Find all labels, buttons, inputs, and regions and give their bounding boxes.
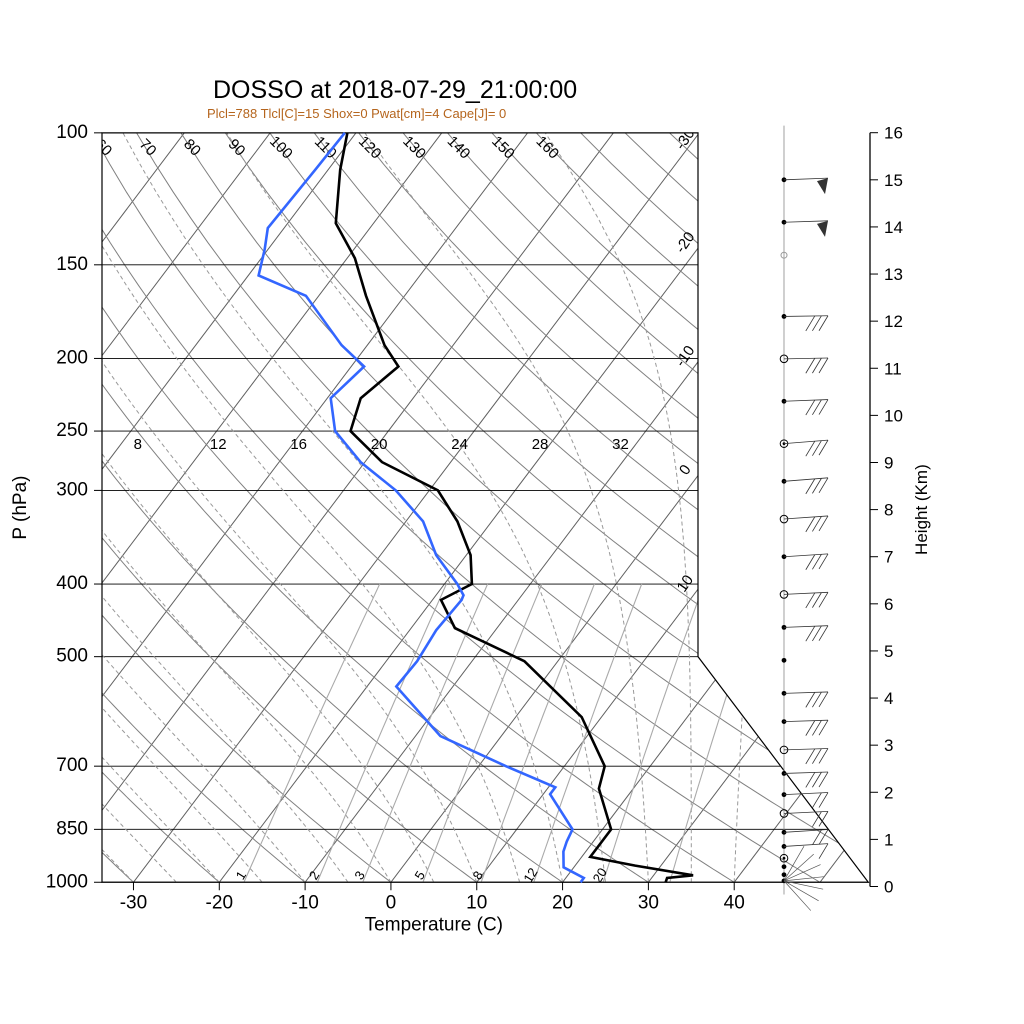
svg-text:2: 2 — [884, 783, 893, 802]
svg-text:8: 8 — [470, 868, 487, 882]
svg-text:Plcl=788 Tlcl[C]=15 Shox=0 Pwa: Plcl=788 Tlcl[C]=15 Shox=0 Pwat[cm]=4 Ca… — [207, 106, 506, 121]
svg-text:90: 90 — [225, 136, 249, 160]
svg-text:0: 0 — [386, 892, 397, 913]
svg-text:-30: -30 — [672, 126, 698, 154]
svg-text:4: 4 — [884, 689, 893, 708]
svg-text:24: 24 — [451, 436, 468, 453]
svg-text:0: 0 — [676, 462, 695, 479]
svg-text:10: 10 — [884, 406, 903, 425]
svg-text:5: 5 — [884, 642, 893, 661]
svg-text:DOSSO at 2018-07-29_21:00:00: DOSSO at 2018-07-29_21:00:00 — [213, 76, 577, 104]
svg-text:16: 16 — [290, 436, 307, 453]
svg-text:Temperature (C): Temperature (C) — [365, 914, 503, 935]
svg-text:12: 12 — [884, 312, 903, 331]
svg-text:10: 10 — [466, 892, 487, 913]
svg-text:P (hPa): P (hPa) — [10, 476, 31, 540]
svg-text:1000: 1000 — [46, 871, 88, 892]
svg-text:850: 850 — [56, 818, 88, 839]
svg-text:20: 20 — [371, 436, 388, 453]
svg-text:700: 700 — [56, 755, 88, 776]
svg-text:28: 28 — [532, 436, 549, 453]
svg-text:100: 100 — [56, 122, 88, 143]
svg-text:300: 300 — [56, 479, 88, 500]
svg-text:3: 3 — [884, 736, 893, 755]
svg-text:40: 40 — [724, 892, 745, 913]
svg-text:200: 200 — [56, 347, 88, 368]
svg-text:12: 12 — [210, 436, 227, 453]
svg-text:70: 70 — [136, 136, 160, 160]
svg-text:20: 20 — [552, 892, 573, 913]
svg-text:80: 80 — [180, 136, 204, 160]
svg-text:-30: -30 — [120, 892, 147, 913]
svg-text:1: 1 — [884, 830, 893, 849]
svg-text:10: 10 — [674, 572, 697, 595]
svg-text:16: 16 — [884, 124, 903, 143]
svg-text:0: 0 — [884, 878, 893, 897]
svg-text:9: 9 — [884, 453, 893, 472]
svg-text:32: 32 — [612, 436, 629, 453]
svg-text:8: 8 — [134, 436, 142, 453]
svg-text:120: 120 — [355, 133, 385, 163]
svg-text:500: 500 — [56, 646, 88, 667]
svg-text:13: 13 — [884, 265, 903, 284]
svg-text:400: 400 — [56, 573, 88, 594]
svg-text:-20: -20 — [206, 892, 233, 913]
svg-text:100: 100 — [266, 133, 296, 163]
svg-text:1: 1 — [233, 868, 250, 882]
svg-text:8: 8 — [884, 501, 893, 520]
svg-text:11: 11 — [884, 359, 902, 378]
svg-text:150: 150 — [56, 254, 88, 275]
svg-text:5: 5 — [411, 868, 428, 882]
svg-text:60: 60 — [91, 136, 115, 160]
svg-text:160: 160 — [533, 133, 563, 163]
svg-text:Height (Km): Height (Km) — [912, 464, 931, 555]
svg-text:250: 250 — [56, 420, 88, 441]
svg-text:6: 6 — [884, 595, 893, 614]
svg-text:30: 30 — [638, 892, 659, 913]
svg-text:3: 3 — [351, 868, 368, 882]
svg-text:150: 150 — [488, 133, 518, 163]
svg-text:14: 14 — [884, 218, 903, 237]
svg-text:7: 7 — [884, 548, 893, 567]
svg-text:15: 15 — [884, 171, 903, 190]
svg-text:-10: -10 — [291, 892, 318, 913]
